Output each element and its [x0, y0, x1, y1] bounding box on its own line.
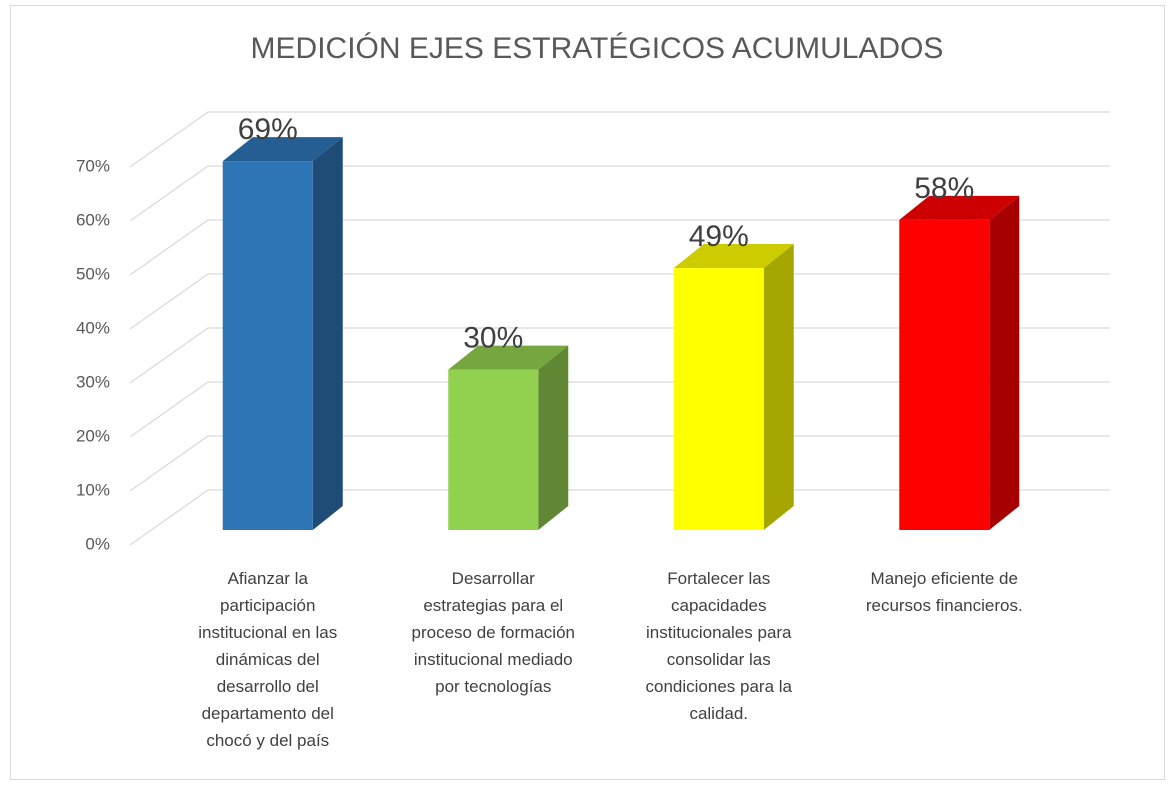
- bar-side: [312, 137, 343, 530]
- grid-line: [129, 435, 1110, 492]
- x-tick-label: Manejo eficiente de recursos financieros…: [865, 569, 1023, 615]
- grid-line: [129, 489, 1110, 546]
- y-tick-label: 10%: [76, 480, 110, 499]
- bar-side: [989, 195, 1020, 530]
- y-tick-label: 60%: [76, 210, 110, 229]
- data-label: 30%: [463, 322, 523, 355]
- y-tick-label: 20%: [76, 426, 110, 445]
- grid-line: [129, 219, 1110, 276]
- y-tick-label: 0%: [85, 534, 110, 553]
- bar-top: [222, 137, 343, 162]
- bar-side: [538, 345, 569, 530]
- y-tick-label: 70%: [76, 156, 110, 175]
- bar-top: [448, 345, 569, 370]
- bar: [899, 219, 990, 530]
- y-tick-label: 30%: [76, 372, 110, 391]
- y-tick-label: 50%: [76, 264, 110, 283]
- bar: [222, 161, 313, 530]
- chart-frame: [10, 5, 1165, 780]
- chart-title: MEDICIÓN EJES ESTRATÉGICOS ACUMULADOS: [251, 32, 944, 65]
- bar: [448, 369, 539, 530]
- x-tick-label: Afianzar la participación institucional …: [198, 569, 338, 750]
- data-label: 58%: [914, 172, 974, 205]
- x-tick-label: Desarrollar estrategias para el proceso …: [411, 569, 575, 696]
- data-label: 69%: [238, 113, 298, 146]
- x-tick-label: Fortalecer las capacidades institucional…: [645, 569, 792, 723]
- grid-line: [129, 273, 1110, 330]
- grid-line: [129, 381, 1110, 438]
- bar-top: [899, 195, 1020, 220]
- grid-line: [129, 165, 1110, 222]
- y-tick-label: 40%: [76, 318, 110, 337]
- grid-line: [129, 111, 1110, 168]
- data-label: 49%: [689, 220, 749, 253]
- bar: [673, 268, 764, 530]
- bar-top: [673, 244, 794, 269]
- bar-side: [763, 244, 794, 530]
- grid-line: [129, 327, 1110, 384]
